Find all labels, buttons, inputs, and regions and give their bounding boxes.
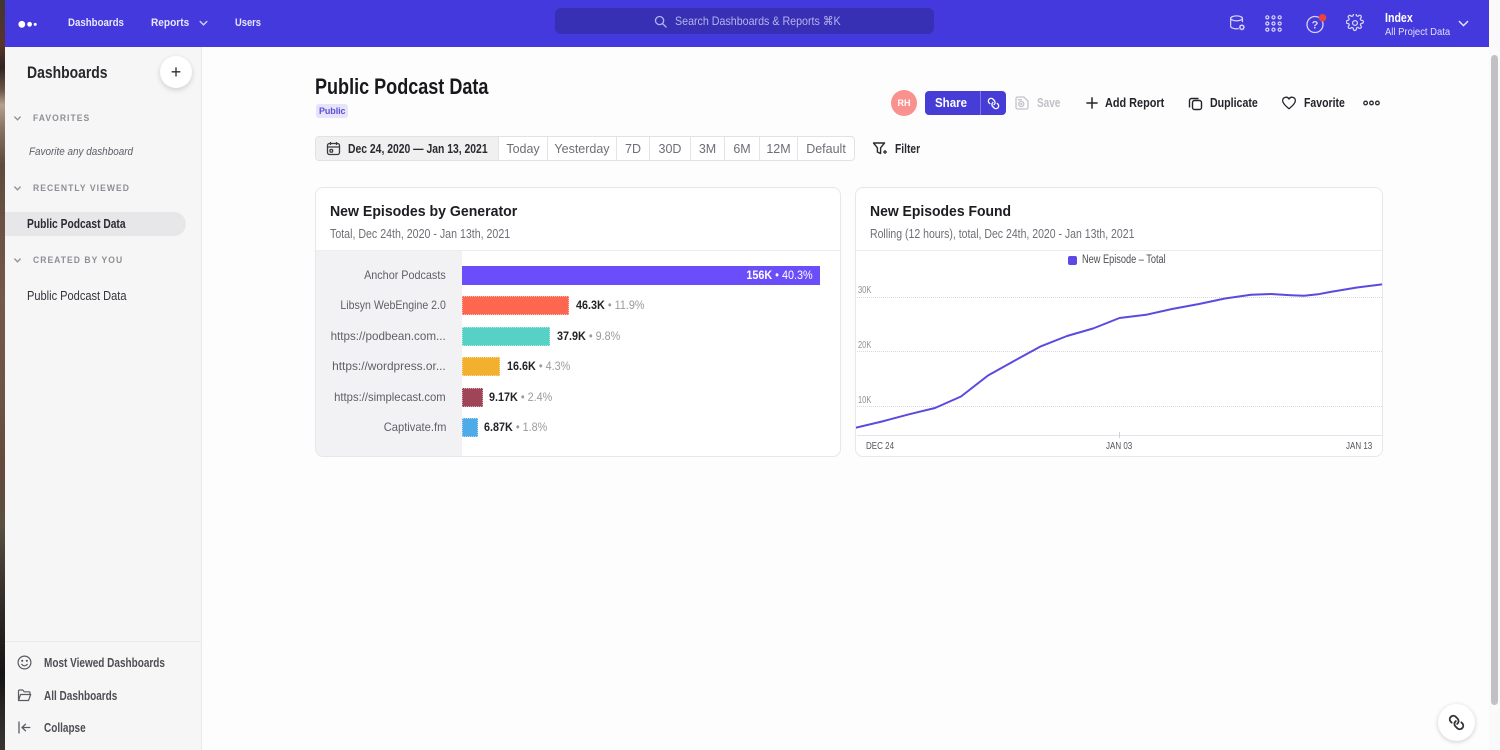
svg-text:?: ? (1312, 20, 1319, 32)
